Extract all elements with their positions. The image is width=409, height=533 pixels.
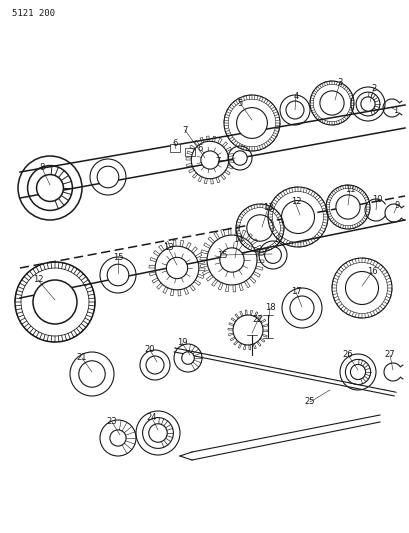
Text: 21: 21: [76, 353, 87, 362]
Text: 15: 15: [216, 251, 227, 260]
Circle shape: [79, 361, 105, 387]
Text: 6: 6: [172, 139, 177, 148]
Circle shape: [148, 424, 167, 442]
Circle shape: [285, 101, 303, 119]
Text: 26: 26: [342, 351, 353, 359]
Text: 16: 16: [366, 268, 376, 277]
Text: 25: 25: [304, 398, 315, 407]
Text: 18: 18: [264, 303, 274, 312]
Circle shape: [236, 108, 267, 139]
Text: 19: 19: [176, 338, 187, 348]
Text: 9: 9: [393, 201, 399, 211]
Circle shape: [289, 296, 313, 320]
Circle shape: [345, 271, 378, 304]
Text: 22: 22: [252, 316, 263, 325]
Text: 23: 23: [106, 417, 117, 426]
Circle shape: [146, 356, 164, 374]
Circle shape: [219, 248, 244, 272]
Text: 12: 12: [33, 276, 43, 285]
Circle shape: [107, 264, 128, 286]
Text: 8: 8: [39, 164, 45, 173]
Circle shape: [97, 166, 119, 188]
Text: 13: 13: [262, 204, 273, 213]
Text: 15: 15: [112, 254, 123, 262]
Text: 13: 13: [162, 244, 173, 253]
Circle shape: [350, 365, 365, 379]
Circle shape: [110, 430, 126, 446]
Circle shape: [232, 151, 247, 165]
Circle shape: [181, 352, 194, 364]
Circle shape: [281, 200, 314, 233]
Circle shape: [166, 257, 187, 279]
Text: 6: 6: [197, 143, 202, 152]
Circle shape: [36, 175, 63, 201]
Text: 11: 11: [344, 185, 354, 195]
Text: 5121 200: 5121 200: [12, 9, 55, 18]
FancyBboxPatch shape: [170, 144, 180, 152]
Text: 14: 14: [232, 236, 243, 245]
FancyBboxPatch shape: [184, 148, 195, 156]
Text: 24: 24: [146, 414, 157, 423]
Text: 7: 7: [215, 157, 220, 166]
Circle shape: [335, 195, 359, 219]
Text: 5: 5: [237, 99, 242, 108]
Circle shape: [360, 97, 374, 111]
Text: 4: 4: [293, 92, 298, 101]
Text: 27: 27: [384, 351, 394, 359]
Text: 7: 7: [182, 125, 187, 134]
Text: 3: 3: [337, 77, 342, 86]
Text: 2: 2: [371, 84, 376, 93]
Text: 20: 20: [144, 345, 155, 354]
Text: 10: 10: [371, 196, 381, 205]
Circle shape: [246, 215, 272, 241]
Circle shape: [33, 280, 77, 324]
Text: 12: 12: [290, 198, 301, 206]
Circle shape: [319, 91, 343, 115]
Text: 17: 17: [290, 287, 301, 296]
Circle shape: [264, 247, 281, 263]
Text: 1: 1: [392, 106, 398, 115]
Circle shape: [200, 151, 218, 169]
